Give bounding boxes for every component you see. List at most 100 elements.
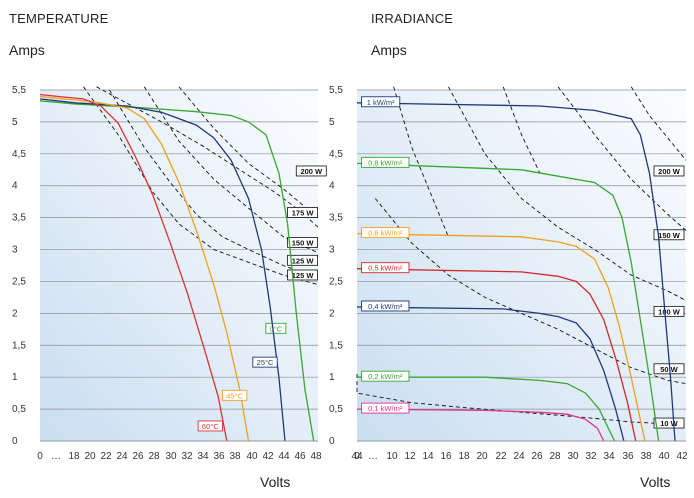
series-label: 1 kW/m²: [367, 98, 395, 107]
power-label-box: [653, 165, 685, 177]
y-tick-label: 4,5: [329, 149, 343, 160]
series-line: [39, 98, 286, 442]
power-curve: [502, 86, 541, 174]
x-tick-label: 26: [132, 451, 144, 462]
x-tick-label: 22: [495, 451, 507, 462]
power-label-box: [653, 305, 685, 317]
power-label: 175 W: [292, 208, 315, 217]
x-tick-label: 16: [440, 451, 452, 462]
series-line: [356, 408, 605, 442]
series-label-box: [197, 420, 223, 432]
y-tick-label: 0,5: [329, 404, 343, 415]
series-label-box: [252, 356, 278, 368]
temperature-chart: 0 0,5 1 1,5 2 2,5 3 3,5 4 4,5 5 5,5 0 … 18 20 22 24 26 28 30…: [12, 85, 327, 462]
series-label: 0°C: [270, 324, 283, 333]
power-label: 100 W: [658, 307, 681, 316]
power-label: 150 W: [292, 238, 315, 247]
power-label: 200 W: [658, 167, 681, 176]
series-label: 0,6 kW/m²: [368, 229, 403, 238]
series-label-box: [361, 300, 410, 312]
power-label-box: [287, 254, 318, 266]
y-tick-label: 1,5: [12, 340, 26, 351]
power-label: 200 W: [300, 167, 323, 176]
x-tick-label: 42: [676, 451, 688, 462]
temperature-y-label: Amps: [9, 42, 45, 58]
series-label: 0,8 kW/m²: [368, 158, 403, 167]
series-label: 0,1 kW/m²: [368, 404, 403, 413]
series-label-box: [221, 389, 248, 401]
series-label-box: [361, 370, 410, 382]
series-label-box: [361, 96, 401, 108]
y-tick-label: 0: [329, 436, 335, 447]
y-tick-label: 0,5: [12, 404, 26, 415]
x-tick-label: 40: [658, 451, 670, 462]
x-tick-label: 26: [531, 451, 543, 462]
power-curve: [393, 86, 449, 237]
power-curve: [356, 374, 687, 426]
x-tick-label: 32: [585, 451, 597, 462]
y-tick-label: 3: [329, 245, 335, 256]
temperature-x-label: Volts: [260, 474, 291, 490]
power-label-box: [653, 417, 685, 429]
power-curve: [178, 86, 319, 218]
plot-background: [40, 90, 318, 441]
power-curve: [630, 86, 687, 161]
series-line: [356, 102, 676, 442]
y-tick-label: 5: [329, 117, 335, 128]
power-label: 125 W: [292, 256, 315, 265]
y-tick-label: 5: [12, 117, 18, 128]
y-tick-label: 2,5: [329, 276, 343, 287]
x-tick-label: 20: [476, 451, 488, 462]
y-tick-label: 4,5: [12, 149, 26, 160]
x-tick-label: …: [368, 451, 378, 462]
irradiance-chart: 0 0,5 1 1,5 2 2,5 3 3,5 4 4,5 5 5,5 0 … 10 12 14 16 18 20 22…: [329, 85, 688, 462]
series-line: [356, 306, 625, 442]
power-curve: [557, 86, 687, 231]
y-tick-label: 3,5: [12, 213, 26, 224]
y-tick-label: 3: [12, 245, 18, 256]
x-tick-label: 38: [640, 451, 652, 462]
x-tick-label: 24: [513, 451, 525, 462]
series-label: 60°C: [202, 422, 219, 431]
series-label-box: [361, 227, 410, 239]
x-tick-label: 32: [181, 451, 193, 462]
series-label: 0,4 kW/m²: [368, 302, 403, 311]
x-tick-label: 48: [310, 451, 322, 462]
series-label: 45°C: [226, 391, 243, 400]
series-label: 25°C: [257, 358, 274, 367]
y-tick-label: 5,5: [12, 85, 26, 96]
y-tick-label: 2,5: [12, 276, 26, 287]
x-tick-label: 18: [458, 451, 470, 462]
x-tick-label: 40: [246, 451, 258, 462]
x-tick-label: 36: [622, 451, 634, 462]
series-label-box: [361, 262, 410, 274]
series-line: [356, 162, 660, 442]
y-tick-label: 1: [329, 372, 335, 383]
series-label-box: [265, 322, 287, 334]
power-label: 10 W: [660, 419, 678, 428]
power-curve: [448, 86, 687, 301]
irradiance-y-label: Amps: [371, 42, 407, 58]
x-tick-label: 30: [567, 451, 579, 462]
y-tick-label: 4: [12, 181, 18, 192]
irradiance-x-label: Volts: [640, 474, 671, 490]
power-label-box: [295, 165, 327, 177]
x-tick-label: 0: [354, 451, 360, 462]
series-label: 0,2 kW/m²: [368, 372, 403, 381]
x-tick-label: 28: [549, 451, 561, 462]
power-label: 125 W: [292, 271, 315, 280]
x-tick-label: 42: [262, 451, 274, 462]
x-tick-label: 12: [404, 451, 416, 462]
x-tick-label: 44: [278, 451, 290, 462]
x-tick-label: 36: [213, 451, 225, 462]
x-tick-label: …: [51, 451, 61, 462]
series-line: [357, 376, 616, 442]
series-line: [356, 232, 646, 442]
power-label-box: [653, 229, 685, 241]
power-label: 150 W: [658, 231, 681, 240]
x-tick-label: 44: [351, 451, 363, 462]
x-tick-label: 10: [386, 451, 398, 462]
power-curve: [83, 86, 319, 286]
y-tick-label: 1,5: [329, 340, 343, 351]
y-tick-label: 4: [329, 181, 335, 192]
